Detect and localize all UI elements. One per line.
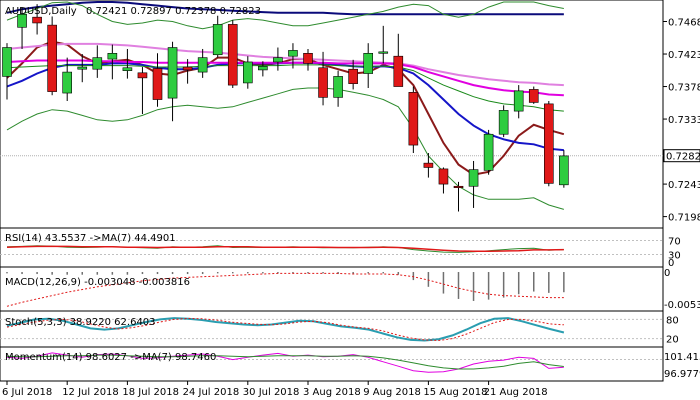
- momentum-pane: [0, 346, 664, 382]
- candle-body: [303, 53, 313, 64]
- candle-body: [559, 155, 569, 186]
- date-tick-label: 6 Jul 2018: [2, 387, 52, 398]
- candle-body: [92, 57, 103, 70]
- candle-body: [227, 24, 238, 86]
- candle-body: [543, 103, 554, 184]
- candle-body: [498, 110, 509, 135]
- rsi-ma-line: [6, 245, 564, 253]
- chart-title: AUDUSD,Daily: [5, 6, 77, 17]
- candle-body: [453, 185, 464, 189]
- candle-body: [318, 67, 328, 98]
- date-tick-label: 12 Jul 2018: [62, 387, 119, 398]
- candle-body: [167, 47, 178, 99]
- candle-body: [32, 16, 42, 24]
- current-price-tag: [663, 149, 700, 163]
- candle-body: [483, 133, 494, 171]
- stoch-tick-label: 20: [666, 335, 679, 346]
- momentum-tick-label: 101.4138: [664, 352, 700, 363]
- candle-body: [17, 13, 27, 28]
- momentum-ma-line: [6, 354, 564, 370]
- stoch-k-line: [6, 317, 565, 342]
- candle-body: [348, 68, 358, 84]
- candle-body: [243, 61, 253, 84]
- date-tick-label: 24 Jul 2018: [183, 387, 240, 398]
- candle-body: [423, 162, 434, 168]
- stoch-d-line: [6, 317, 564, 342]
- macd-tick-label: 0: [664, 268, 670, 279]
- macd-pane: [0, 266, 664, 312]
- macd-signal-line: [6, 272, 564, 307]
- candle-body: [62, 71, 73, 94]
- candle-body: [378, 51, 389, 54]
- date-tick-label: 3 Aug 2018: [303, 387, 361, 398]
- date-tick-label: 21 Aug 2018: [484, 387, 548, 398]
- candle-body: [468, 169, 479, 187]
- ohlc-readout: 0.72421 0.72897 0.72378 0.72823: [86, 6, 261, 17]
- candle-body: [137, 72, 148, 79]
- price-pane: [0, 0, 664, 229]
- date-tick-label: 18 Jul 2018: [122, 387, 179, 398]
- date-tick-label: 9 Aug 2018: [363, 387, 421, 398]
- rsi-tick-label: 70: [668, 237, 681, 248]
- candle-body: [152, 68, 163, 100]
- macd-tick-label: -0.005346: [664, 300, 700, 311]
- candle-body: [408, 92, 419, 146]
- date-tick-label: 30 Jul 2018: [243, 387, 300, 398]
- candle-body: [122, 67, 133, 71]
- candle-body: [2, 47, 12, 77]
- candle-body: [363, 53, 374, 74]
- candle-body: [197, 57, 208, 73]
- candle-body: [273, 57, 283, 63]
- candle-body: [107, 53, 118, 60]
- candle-body: [77, 66, 88, 70]
- stoch-tick-label: 80: [666, 315, 679, 326]
- candle-body: [182, 66, 193, 71]
- stoch-label: Stoch(5,3,3) 38.9220 62.6403: [5, 317, 156, 328]
- bollinger-upper-line: [6, 1, 564, 30]
- momentum-line: [6, 352, 564, 373]
- momentum-label: Momentum(14) 98.6027 ->MA(7) 98.7460: [5, 352, 216, 363]
- date-tick-label: 15 Aug 2018: [423, 387, 487, 398]
- current-price-label: 0.72823: [666, 152, 700, 163]
- candle-body: [393, 55, 404, 87]
- candle-body: [528, 89, 539, 103]
- candle-body: [47, 24, 57, 92]
- macd-label: MACD(12,26,9) -0.003048 -0.003816: [5, 277, 190, 288]
- bollinger-lower-line: [6, 87, 564, 210]
- candle-body: [513, 90, 524, 112]
- rsi-tick-label: 30: [668, 251, 681, 262]
- candle-body: [212, 24, 223, 56]
- candle-body: [438, 168, 449, 185]
- candle-body: [288, 50, 298, 57]
- candle-body: [258, 66, 268, 71]
- rsi-label: RSI(14) 43.5537 ->MA(7) 44.4901: [5, 233, 176, 244]
- rsi-tick-label: 0: [668, 258, 674, 269]
- ma-pink-line: [6, 42, 564, 87]
- momentum-tick-label: 96.9779: [664, 369, 700, 380]
- candle-body: [333, 76, 343, 98]
